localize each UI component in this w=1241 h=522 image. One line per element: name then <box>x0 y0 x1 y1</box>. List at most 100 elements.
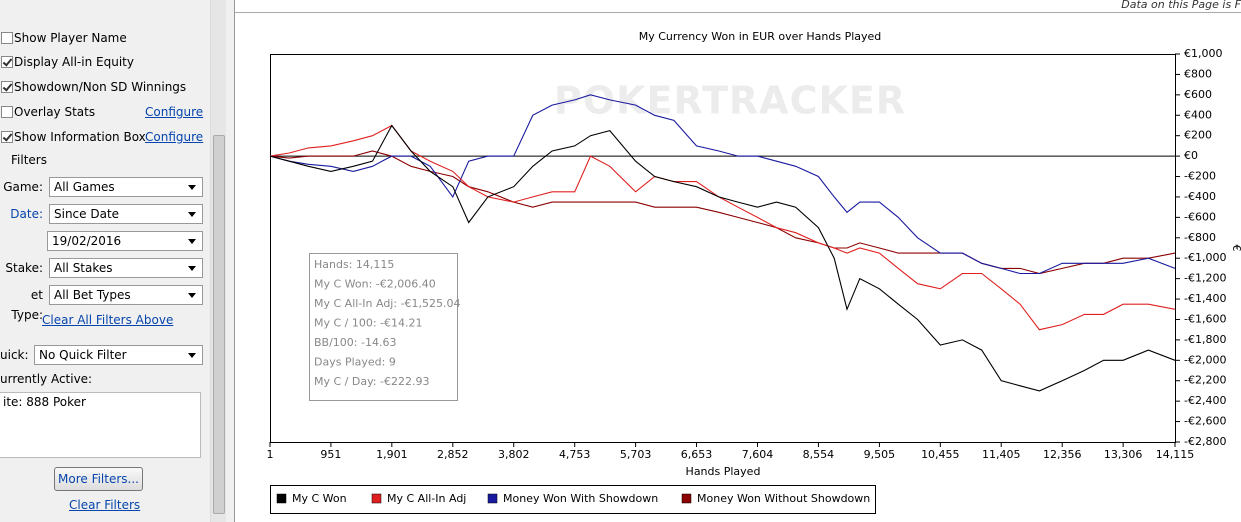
x-tick-label: 5,703 <box>620 448 652 461</box>
select[interactable]: All Games <box>49 177 203 197</box>
link[interactable]: Clear All Filters Above <box>42 313 174 327</box>
x-tick-label: 11,405 <box>982 448 1021 461</box>
link[interactable]: Configure <box>145 130 204 144</box>
y-tick-label: -€2,000 <box>1184 353 1226 366</box>
watermark: POKERTRACKER <box>554 79 906 123</box>
button[interactable]: More Filters... <box>54 467 143 491</box>
legend-swatch <box>487 493 498 504</box>
x-tick-label: 1,901 <box>376 448 408 461</box>
select[interactable]: Since Date <box>49 204 203 224</box>
select[interactable]: All Bet Types <box>49 285 203 305</box>
option-label: Show Player Name <box>14 31 127 45</box>
textarea[interactable]: ite: 888 Poker <box>0 392 201 458</box>
x-tick-label: 6,653 <box>681 448 713 461</box>
series-line <box>269 124 1176 331</box>
x-tick-label: 9,505 <box>864 448 896 461</box>
x-tick-label: 951 <box>320 448 341 461</box>
legend <box>270 485 876 514</box>
legend-label: Money Won Without Showdown <box>697 492 870 505</box>
filter-label: uick: <box>0 348 29 362</box>
option[interactable]: Show Player Name <box>0 28 210 48</box>
x-tick-label: 4,753 <box>559 448 591 461</box>
chart: Data on this Page is F My Currency Won i… <box>235 0 1241 514</box>
option-label: Showdown/Non SD Winnings <box>14 80 187 94</box>
series-line <box>269 150 1176 275</box>
y-tick-label: €800 <box>1184 67 1212 80</box>
y-tick-label: -€200 <box>1184 170 1216 183</box>
filter-label: Game: <box>3 180 43 194</box>
y-tick-label: -€600 <box>1184 210 1216 223</box>
option-label: Display All-in Equity <box>14 55 134 69</box>
checkbox[interactable] <box>1 81 13 93</box>
legend-swatch <box>371 493 382 504</box>
y-tick-label: -€1,800 <box>1184 333 1226 346</box>
section-title: Filters <box>11 153 47 167</box>
y-tick-label: -€400 <box>1184 190 1216 203</box>
option[interactable]: Overlay Stats Configure <box>0 102 210 122</box>
legend-swatch <box>276 493 287 504</box>
y-tick-label: €1,000 <box>1184 47 1223 60</box>
x-tick-label: 10,455 <box>921 448 960 461</box>
option[interactable]: Show Information Box Configure <box>0 127 210 147</box>
notice: Data on this Page is F <box>1121 0 1241 11</box>
y-axis-label: € <box>1230 245 1241 252</box>
checkbox[interactable] <box>1 32 13 44</box>
x-tick-label: 3,802 <box>498 448 530 461</box>
y-tick-label: €600 <box>1184 88 1212 101</box>
checkbox[interactable] <box>1 56 13 68</box>
filter-label: et Type: <box>11 288 43 322</box>
scrollbar[interactable] <box>210 0 226 522</box>
option-label: Show Information Box <box>14 130 146 144</box>
x-tick-label: 2,852 <box>437 448 469 461</box>
legend-swatch <box>681 493 692 504</box>
label: urrently Active: <box>0 372 93 386</box>
x-tick-label: 7,604 <box>742 448 774 461</box>
legend-label: Money Won With Showdown <box>503 492 658 505</box>
x-tick-label: 1 <box>267 448 274 461</box>
x-axis-label: Hands Played <box>686 465 761 478</box>
date-input[interactable]: 19/02/2016 <box>47 231 203 251</box>
y-tick-label: -€2,400 <box>1184 394 1226 407</box>
filter-label: Date: <box>10 207 43 221</box>
select[interactable]: All Stakes <box>49 258 203 278</box>
chart-title: My Currency Won in EUR over Hands Played <box>639 30 882 43</box>
info-box <box>309 253 458 401</box>
y-tick-label: -€1,200 <box>1184 272 1226 285</box>
filter-label: Stake: <box>5 261 43 275</box>
y-tick-label: -€1,600 <box>1184 312 1226 325</box>
y-tick-label: -€1,000 <box>1184 251 1226 264</box>
series-line <box>269 124 1176 392</box>
info-line: Hands: 14,115 <box>314 258 394 271</box>
legend-label: My C All-In Adj <box>387 492 466 505</box>
info-line: My C / 100: -€14.21 <box>314 317 423 330</box>
x-tick-label: 12,356 <box>1043 448 1082 461</box>
info-line: Days Played: 9 <box>314 356 396 369</box>
scroll-thumb[interactable] <box>213 135 225 514</box>
option-label: Overlay Stats <box>14 105 96 119</box>
info-line: BB/100: -14.63 <box>314 336 396 349</box>
checkbox[interactable] <box>1 131 13 143</box>
link[interactable]: Clear Filters <box>69 498 141 512</box>
info-line: My C All-In Adj: -€1,525.04 <box>314 297 461 310</box>
select[interactable]: No Quick Filter <box>34 345 203 365</box>
y-tick-label: -€2,800 <box>1184 435 1226 448</box>
legend-label: My C Won <box>292 492 347 505</box>
x-tick-label: 14,115 <box>1156 448 1195 461</box>
x-tick-label: 8,554 <box>803 448 835 461</box>
option[interactable]: Display All-in Equity <box>0 52 210 72</box>
option[interactable]: Showdown/Non SD Winnings <box>0 77 210 97</box>
y-tick-label: €200 <box>1184 129 1212 142</box>
splitter[interactable] <box>228 0 235 522</box>
y-tick-label: -€800 <box>1184 231 1216 244</box>
checkbox[interactable] <box>1 106 13 118</box>
y-tick-label: €0 <box>1184 149 1198 162</box>
x-tick-label: 13,306 <box>1104 448 1143 461</box>
info-line: My C Won: -€2,006.40 <box>314 278 436 291</box>
y-tick-label: €400 <box>1184 108 1212 121</box>
y-tick-label: -€2,200 <box>1184 374 1226 387</box>
y-tick-label: -€2,600 <box>1184 415 1226 428</box>
info-line: My C / Day: -€222.93 <box>314 375 429 388</box>
active-filter: ite: 888 Poker <box>3 395 86 409</box>
link[interactable]: Configure <box>145 105 204 119</box>
